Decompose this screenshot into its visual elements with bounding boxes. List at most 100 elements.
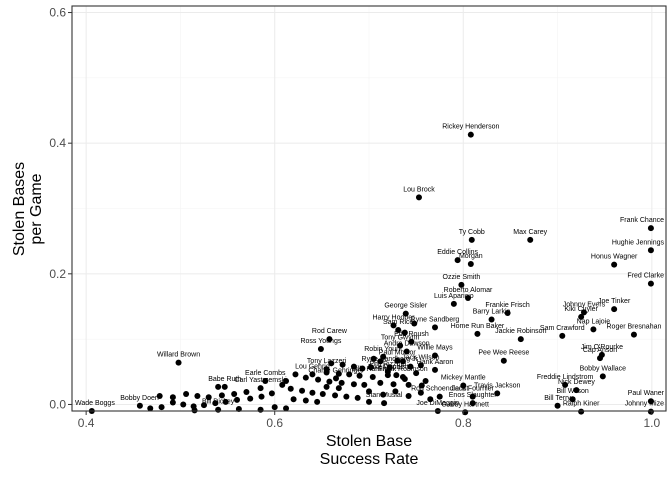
point-label: Nick Dewey bbox=[558, 379, 595, 386]
data-point bbox=[302, 374, 309, 381]
x-axis-ticks: 0.4 0.6 0.8 1.0 bbox=[78, 411, 661, 430]
point-label: Ross Youngs bbox=[300, 338, 341, 345]
data-point bbox=[517, 336, 524, 343]
data-point bbox=[367, 364, 374, 371]
data-point bbox=[212, 400, 219, 407]
x-axis-title-line-2: Success Rate bbox=[320, 451, 419, 468]
x-tick-label: 0.4 bbox=[78, 416, 95, 430]
data-point bbox=[335, 385, 342, 392]
data-point bbox=[402, 310, 409, 317]
data-point bbox=[578, 313, 585, 320]
data-point bbox=[191, 407, 198, 414]
point-label: Johnny Mize bbox=[625, 401, 664, 408]
point-label: Paul Waner bbox=[628, 390, 665, 397]
data-point bbox=[380, 391, 387, 398]
point-label: George Sisler bbox=[384, 303, 427, 310]
point-label: Johnny Evers bbox=[563, 301, 606, 308]
point-label: Sam Crawford bbox=[540, 325, 585, 332]
y-axis-title: Stolen Bases per Game bbox=[11, 162, 45, 256]
data-point bbox=[647, 408, 654, 415]
data-point bbox=[399, 358, 406, 365]
point-label: Hank Aaron bbox=[417, 359, 454, 366]
data-point bbox=[147, 405, 154, 412]
data-point bbox=[346, 371, 353, 378]
data-point bbox=[405, 392, 412, 399]
y-axis-title-line-1: Stolen Bases bbox=[11, 162, 28, 256]
data-point bbox=[580, 309, 587, 316]
point-label: Enos Slaughter bbox=[449, 392, 498, 399]
point-label: Cap Anson bbox=[583, 347, 617, 354]
data-point bbox=[290, 396, 297, 403]
point-label: Roberto Alomar bbox=[444, 287, 493, 294]
point-label: Max Carey bbox=[513, 229, 547, 236]
data-point bbox=[562, 381, 569, 388]
point-label: Jack Fournier bbox=[452, 386, 495, 393]
data-point bbox=[328, 360, 335, 367]
data-point bbox=[647, 280, 654, 287]
data-point bbox=[393, 372, 400, 379]
point-label: Phil Rizzuto bbox=[369, 361, 406, 368]
point-label: Jake Daubert bbox=[367, 364, 409, 371]
data-point bbox=[326, 378, 333, 385]
point-label: Edd Roush bbox=[394, 331, 429, 338]
data-point bbox=[392, 388, 399, 395]
data-point bbox=[611, 261, 618, 268]
point-label: Morgan bbox=[459, 253, 483, 260]
point-label: Bobby Wallace bbox=[580, 365, 627, 372]
point-label: Bill Terry bbox=[544, 395, 571, 402]
data-point bbox=[500, 357, 507, 364]
data-point bbox=[408, 338, 415, 345]
data-point bbox=[338, 379, 345, 386]
point-label: Joe Tinker bbox=[598, 298, 631, 305]
point-label: Tony Lazzeri bbox=[307, 358, 347, 365]
data-point bbox=[323, 366, 330, 373]
data-point bbox=[319, 391, 326, 398]
point-label: Freddie Lindstrom bbox=[537, 374, 594, 381]
data-point bbox=[474, 330, 481, 337]
data-point bbox=[469, 393, 476, 400]
data-point bbox=[359, 365, 366, 372]
data-point bbox=[350, 381, 357, 388]
point-label: Charlie Gehringer bbox=[308, 367, 364, 374]
y-axis-title-line-2: per Game bbox=[28, 173, 45, 244]
data-point bbox=[287, 385, 294, 392]
point-label: Ozzie Smith bbox=[443, 274, 481, 281]
data-point bbox=[415, 194, 422, 201]
data-point bbox=[302, 397, 309, 404]
data-point bbox=[354, 394, 361, 401]
point-label: Jim O'Rourke bbox=[581, 344, 623, 351]
data-point bbox=[578, 408, 585, 415]
point-label: Eddie Collins bbox=[437, 249, 478, 256]
data-point bbox=[366, 388, 372, 395]
point-label: Frank Chance bbox=[620, 217, 664, 224]
point-label: Lou Gehrig bbox=[295, 363, 330, 370]
data-point bbox=[335, 370, 342, 377]
point-label: Lou Brock bbox=[403, 186, 435, 193]
data-point bbox=[180, 401, 187, 408]
data-point bbox=[407, 363, 414, 370]
data-point bbox=[458, 281, 465, 288]
point-label: Hughie Jennings bbox=[612, 239, 665, 246]
data-point bbox=[413, 370, 420, 377]
data-point bbox=[175, 359, 182, 366]
data-point bbox=[611, 306, 618, 313]
data-point bbox=[268, 390, 275, 397]
point-label: Ryne Sandberg bbox=[411, 316, 460, 323]
data-point bbox=[394, 357, 401, 364]
point-label: Willard Brown bbox=[157, 352, 200, 359]
data-point bbox=[399, 374, 406, 381]
data-point bbox=[460, 382, 467, 389]
data-point bbox=[309, 371, 316, 378]
data-point bbox=[418, 382, 425, 389]
point-label: Carl Yastrzemski bbox=[234, 377, 287, 384]
data-point bbox=[573, 387, 580, 394]
data-point bbox=[258, 393, 265, 400]
data-point bbox=[257, 385, 264, 392]
point-label: Tony Gwynn bbox=[381, 335, 420, 342]
y-tick-label: 0.6 bbox=[49, 6, 66, 20]
data-points bbox=[88, 131, 654, 416]
data-point bbox=[299, 387, 306, 394]
point-label: Luis Aparicio bbox=[434, 293, 474, 300]
data-point bbox=[283, 377, 290, 384]
point-label: Willie Mays bbox=[417, 344, 453, 351]
